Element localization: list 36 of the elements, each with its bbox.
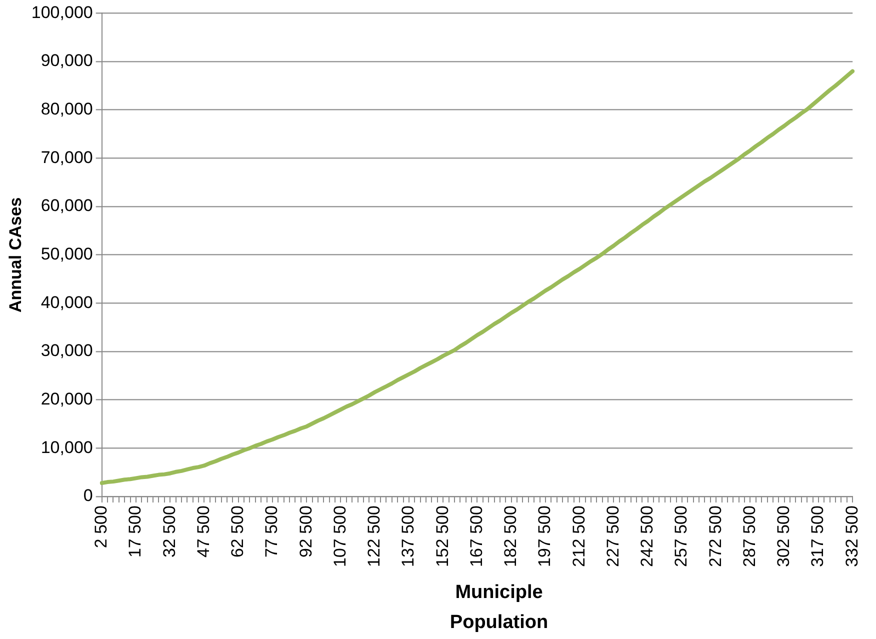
x-tick-label: 302 500 (774, 506, 794, 567)
x-tick-label: 242 500 (638, 506, 657, 567)
x-tick-label: 212 500 (569, 506, 588, 567)
x-tick-label: 32 500 (160, 506, 179, 558)
x-axis-title: Municiple Population (448, 581, 550, 635)
x-tick-label: 62 500 (228, 506, 248, 558)
x-tick-label: 272 500 (706, 506, 725, 567)
y-tick-label: 30,000 (40, 341, 93, 360)
x-tick-label: 167 500 (466, 506, 486, 567)
y-tick-label: 60,000 (40, 196, 93, 216)
x-tick-label: 92 500 (296, 506, 316, 558)
x-tick-label: 287 500 (740, 506, 759, 567)
y-tick-label: 40,000 (40, 292, 93, 312)
x-tick-label: 47 500 (194, 506, 213, 558)
x-tick-label: 182 500 (501, 506, 520, 567)
x-tick-label: 17 500 (126, 506, 145, 558)
x-tick-label: 122 500 (364, 506, 384, 567)
x-tick-label: 107 500 (330, 506, 350, 567)
y-tick-label: 90,000 (40, 51, 93, 70)
y-tick-label: 70,000 (40, 148, 93, 167)
y-tick-label: 20,000 (40, 390, 93, 409)
x-tick-label: 152 500 (432, 506, 452, 567)
x-tick-label: 317 500 (808, 506, 828, 567)
x-tick-label: 332 500 (842, 506, 862, 567)
x-tick-label: 2 500 (92, 506, 111, 548)
x-tick-label: 197 500 (535, 506, 554, 567)
y-tick-label: 80,000 (40, 100, 93, 119)
x-tick-label: 77 500 (262, 506, 282, 558)
y-tick-label: 0 (83, 486, 93, 506)
x-tick-label: 227 500 (603, 506, 622, 567)
x-tick-label: 137 500 (398, 506, 418, 567)
y-tick-label: 100,000 (31, 2, 93, 22)
y-tick-label: 50,000 (40, 244, 93, 264)
x-tick-label: 257 500 (672, 506, 691, 567)
y-axis-title: Annual CAses (6, 197, 25, 312)
y-tick-label: 10,000 (40, 438, 93, 457)
